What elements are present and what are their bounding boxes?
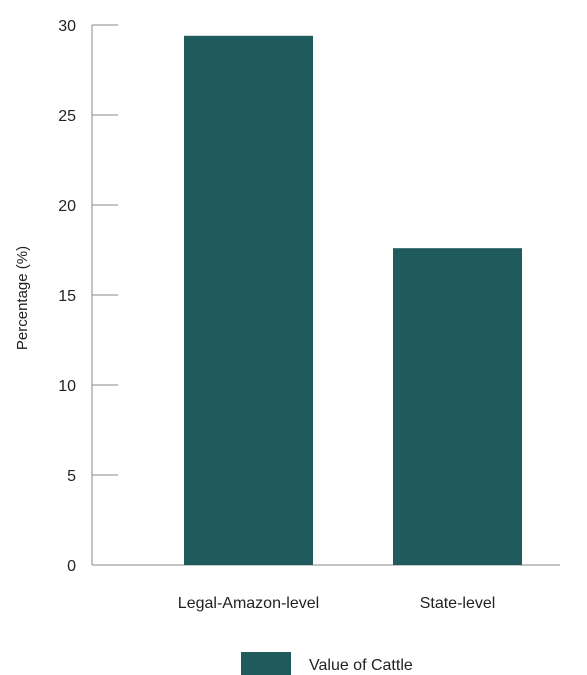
x-axis: Legal-Amazon-level State-level	[92, 564, 560, 612]
legend: Value of Cattle	[241, 652, 413, 675]
y-axis: 0 5 10 15 20 25 30	[58, 18, 118, 575]
bar	[393, 248, 522, 565]
legend-swatch	[241, 652, 291, 675]
y-tick-label: 10	[58, 378, 76, 395]
y-tick-label: 15	[58, 288, 76, 305]
y-tick-label: 0	[67, 558, 76, 575]
bars	[184, 35, 522, 566]
x-tick-label: Legal-Amazon-level	[178, 595, 319, 612]
x-tick-label: State-level	[420, 595, 496, 612]
bar	[184, 35, 313, 566]
y-tick-label: 25	[58, 108, 76, 125]
y-tick-label: 30	[58, 18, 76, 35]
y-tick-label: 20	[58, 198, 76, 215]
y-tick-label: 5	[67, 468, 76, 485]
legend-label: Value of Cattle	[309, 657, 413, 674]
y-axis-title: Percentage (%)	[14, 246, 31, 350]
